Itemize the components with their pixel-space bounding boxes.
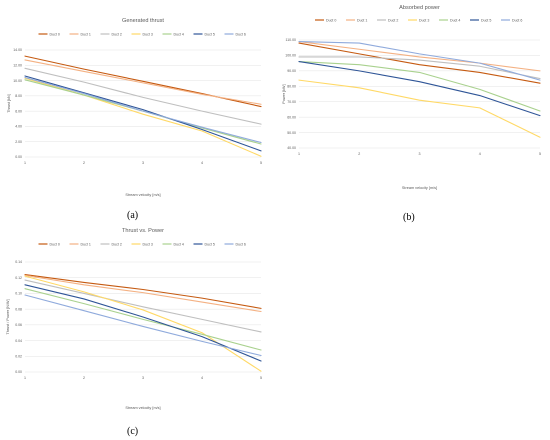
y-tick-label: 0.12	[15, 276, 22, 280]
legend-label: Duct 5	[205, 33, 215, 37]
x-tick-label: 3	[142, 161, 144, 165]
legend-label: Duct 6	[236, 243, 246, 247]
chart-thrust-vs-power: Thrust vs. Power Duct 0 Duct 1 Duct 2 Duct 3…	[0, 220, 275, 425]
y-tick-label: 40.00	[287, 146, 296, 150]
series-line	[24, 274, 262, 313]
y-tick-label: 4.00	[15, 125, 22, 129]
chart-generated-thrust: Generated thrust Duct 0 Duct 1 Duct 2 Duct 3…	[0, 0, 275, 205]
series-line	[24, 288, 262, 351]
y-tick-label: 60.00	[287, 115, 296, 119]
x-tick-label: 1	[298, 152, 300, 156]
chart-svg: Absorbed power Duct 0 Duct 1 Duct 2 Duct 3 Du…	[282, 5, 541, 190]
y-tick-label: 100.00	[285, 54, 296, 58]
legend-label: Duct 0	[50, 33, 60, 37]
y-tick-label: 90.00	[287, 69, 296, 73]
x-axis-label: Stream velocity [m/s]	[125, 406, 160, 410]
legend-label: Duct 3	[419, 19, 429, 23]
legend-label: Duct 0	[50, 243, 60, 247]
legend-label: Duct 1	[357, 19, 367, 23]
legend-label: Duct 5	[481, 19, 491, 23]
series-line	[24, 79, 262, 145]
y-tick-label: 6.00	[15, 109, 22, 113]
series-line	[24, 284, 262, 362]
x-axis-label: Stream velocity [m/s]	[125, 193, 160, 197]
legend-label: Duct 2	[388, 19, 398, 23]
y-tick-label: 70.00	[287, 100, 296, 104]
x-tick-label: 5	[260, 376, 262, 380]
legend-label: Duct 6	[236, 33, 246, 37]
y-tick-label: 0.08	[15, 307, 22, 311]
legend-label: Duct 5	[205, 243, 215, 247]
legend-label: Duct 0	[326, 19, 336, 23]
x-tick-label: 1	[24, 376, 26, 380]
chart-title: Absorbed power	[399, 5, 440, 11]
series-line	[298, 79, 541, 138]
x-tick-label: 3	[419, 152, 421, 156]
chart-absorbed-power: Absorbed power Duct 0 Duct 1 Duct 2 Duct 3 Du…	[275, 0, 550, 205]
y-tick-label: 80.00	[287, 84, 296, 88]
series-line	[24, 67, 262, 125]
series-line	[24, 275, 262, 372]
series-line	[24, 75, 262, 152]
x-tick-label: 4	[201, 161, 203, 165]
x-tick-label: 5	[539, 152, 541, 156]
x-tick-label: 5	[260, 161, 262, 165]
legend-label: Duct 1	[81, 33, 91, 37]
y-tick-label: 0.04	[15, 339, 22, 343]
legend-label: Duct 2	[112, 33, 122, 37]
x-tick-label: 2	[358, 152, 360, 156]
legend-label: Duct 3	[143, 243, 153, 247]
y-axis-label: Power [kW]	[282, 84, 286, 103]
chart-title: Generated thrust	[122, 18, 164, 24]
series-line	[298, 40, 541, 72]
series-line	[298, 61, 541, 117]
x-tick-label: 2	[83, 376, 85, 380]
x-tick-label: 4	[201, 376, 203, 380]
legend-label: Duct 3	[143, 33, 153, 37]
chart-svg: Generated thrust Duct 0 Duct 1 Duct 2 Duct 3…	[7, 18, 262, 197]
series-line	[24, 279, 262, 333]
legend-label: Duct 6	[512, 19, 522, 23]
y-tick-label: 0.02	[15, 354, 22, 358]
legend-label: Duct 4	[174, 33, 184, 37]
caption-a: (a)	[127, 210, 139, 221]
chart-svg: Thrust vs. Power Duct 0 Duct 1 Duct 2 Duct 3…	[6, 228, 262, 410]
y-tick-label: 0.10	[15, 292, 22, 296]
series-line	[24, 76, 262, 144]
y-tick-label: 8.00	[15, 94, 22, 98]
y-tick-label: 0.06	[15, 323, 22, 327]
y-tick-label: 14.00	[13, 48, 22, 52]
y-tick-label: 0.00	[15, 370, 22, 374]
legend-label: Duct 1	[81, 243, 91, 247]
y-tick-label: 2.00	[15, 140, 22, 144]
series-line	[24, 55, 262, 108]
series-line	[298, 56, 541, 80]
caption-c: (c)	[127, 426, 139, 437]
x-tick-label: 4	[479, 152, 481, 156]
x-tick-label: 1	[24, 161, 26, 165]
x-axis-label: Stream velocity [m/s]	[402, 186, 437, 190]
y-tick-label: 0.00	[15, 155, 22, 159]
y-axis-label: Thrust [kN]	[7, 94, 11, 113]
legend-label: Duct 4	[174, 243, 184, 247]
series-line	[24, 274, 262, 309]
y-tick-label: 50.00	[287, 131, 296, 135]
y-tick-label: 10.00	[13, 79, 22, 83]
y-axis-label: Thrust / Power [N/W]	[6, 299, 10, 334]
caption-b: (b)	[403, 212, 415, 223]
x-tick-label: 2	[83, 161, 85, 165]
series-line	[24, 59, 262, 105]
chart-title: Thrust vs. Power	[122, 228, 164, 234]
series-line	[298, 61, 541, 112]
y-tick-label: 12.00	[13, 63, 22, 67]
legend-label: Duct 4	[450, 19, 460, 23]
y-tick-label: 0.14	[15, 260, 22, 264]
x-tick-label: 3	[142, 376, 144, 380]
series-line	[24, 294, 262, 357]
legend-label: Duct 2	[112, 243, 122, 247]
y-tick-label: 110.00	[286, 38, 296, 42]
series-line	[24, 77, 262, 157]
series-line	[298, 42, 541, 84]
series-line	[298, 40, 541, 81]
